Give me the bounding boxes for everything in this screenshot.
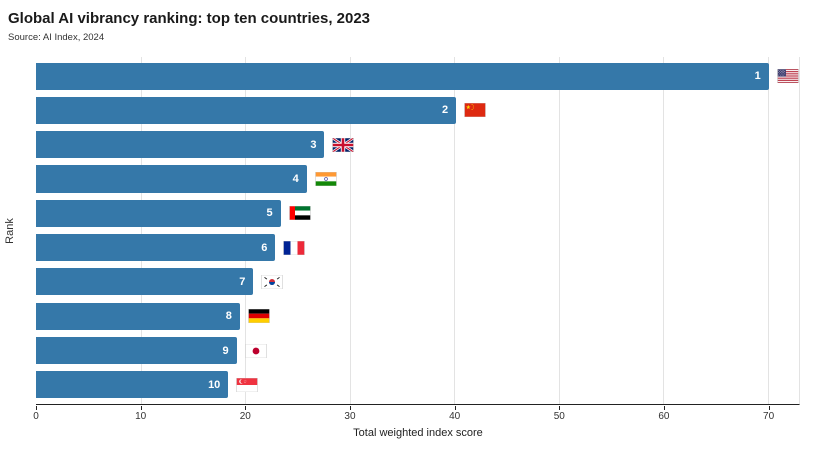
bar-rank-label: 3 [310,138,317,151]
chart-source: Source: AI Index, 2024 [8,32,105,43]
x-tick-mark [454,406,456,410]
flag-ae-icon [288,206,311,221]
bar-row-jp: 9 [36,333,799,367]
bar-row-us: 1 [36,59,799,93]
bar-rank-1: 1 [36,62,769,90]
gridline [663,57,665,404]
bar-row-kr: 7 [36,265,799,299]
flag-in-icon [314,171,337,187]
x-tick-mark [245,406,247,410]
flag-gb-icon [332,136,355,153]
x-tick-mark [559,406,561,410]
gridline [454,57,456,404]
flag-jp-icon [244,343,267,358]
bar-row-gb: 3 [36,128,799,162]
x-tick-label: 0 [33,411,39,422]
bar-row-cn: 2 [36,93,799,127]
chart-title: Global AI vibrancy ranking: top ten coun… [8,10,371,27]
x-tick-label: 10 [135,411,147,422]
bar-rank-label: 2 [442,104,449,117]
x-axis-title: Total weighted index score [353,427,483,439]
x-tick-label: 70 [763,411,775,422]
bar-rank-label: 9 [222,344,229,357]
gridline [245,57,247,404]
x-tick-label: 50 [553,411,565,422]
bar-rank-9: 9 [36,336,237,365]
bar-rank-label: 7 [239,275,246,288]
gridline [558,57,560,404]
plot-area: 1 2 3 4 5 6 7 8 9 10 [36,57,800,405]
x-tick-mark [349,406,351,410]
x-tick-label: 20 [239,411,251,422]
bar-rank-7: 7 [36,268,254,296]
bars-container: 1 2 3 4 5 6 7 8 9 10 [36,57,799,404]
bar-row-ae: 5 [36,196,799,230]
x-tick-label: 30 [344,411,356,422]
x-tick-mark [663,406,665,410]
x-tick-mark [768,406,770,410]
gridline [140,57,142,404]
chart-header: Global AI vibrancy ranking: top ten coun… [8,10,370,43]
bar-rank-6: 6 [36,234,276,262]
bar-rank-label: 8 [225,310,232,323]
flag-us-icon [776,68,799,84]
gridline [349,57,351,404]
bar-row-sg: 10 [36,368,799,402]
bar-rank-label: 6 [261,241,268,254]
flag-kr-icon [261,274,284,290]
y-axis-title-text: Rank [4,218,16,244]
gridline [767,57,769,404]
bar-rank-label: 10 [208,378,221,391]
x-tick-label: 60 [658,411,670,422]
flag-sg-icon [236,377,259,393]
flag-fr-icon [283,240,306,255]
x-tick-mark [36,406,37,410]
bar-rank-3: 3 [36,131,325,159]
bar-rank-label: 4 [292,173,299,186]
x-tick-mark [140,406,142,410]
bar-rank-label: 1 [754,70,761,83]
bar-rank-4: 4 [36,165,307,193]
x-axis: 0 10 20 30 40 50 60 70 [33,406,800,424]
y-axis-title: Rank [2,57,18,405]
bar-rank-2: 2 [36,96,457,124]
bar-row-fr: 6 [36,230,799,264]
x-tick-label: 40 [449,411,461,422]
bar-rank-5: 5 [36,199,281,227]
flag-de-icon [248,308,270,324]
bar-rank-8: 8 [36,302,240,330]
flag-cn-icon [464,103,486,118]
bar-rank-label: 5 [266,207,273,220]
bar-row-in: 4 [36,162,799,196]
bar-row-de: 8 [36,299,799,333]
bar-rank-10: 10 [36,371,229,399]
